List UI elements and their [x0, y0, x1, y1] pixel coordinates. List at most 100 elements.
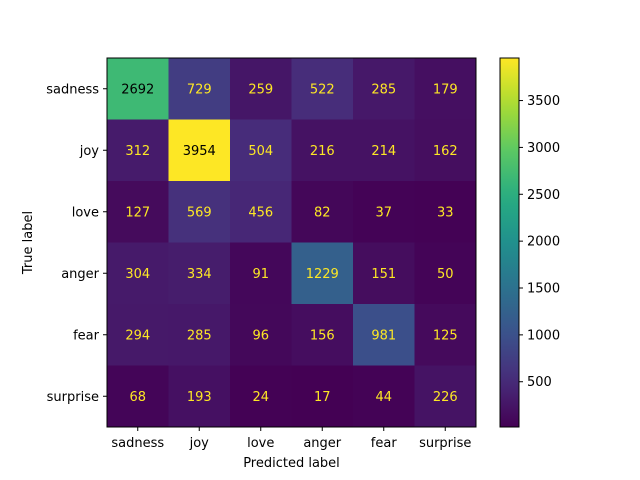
matrix-cell: [414, 181, 477, 243]
cell-value-label: 522: [310, 82, 335, 97]
cell-value-label: 456: [248, 205, 273, 220]
matrix-cell: [353, 119, 415, 182]
colorbar-tick-label: 2000: [527, 235, 560, 250]
matrix-cell: [230, 58, 292, 120]
colorbar-tick-label: 1500: [527, 282, 560, 297]
cell-value-label: 179: [433, 82, 458, 97]
y-tick-label: sadness: [46, 82, 99, 97]
cell-value-label: 33: [437, 205, 454, 220]
cell-value-label: 17: [314, 390, 331, 405]
cell-value-label: 37: [375, 205, 392, 220]
matrix-cell: [291, 58, 354, 120]
cell-value-label: 729: [187, 82, 212, 97]
cell-value-label: 50: [437, 267, 454, 282]
cell-value-label: 127: [125, 205, 150, 220]
cell-value-label: 91: [252, 267, 269, 282]
x-tick-label: fear: [371, 436, 398, 451]
matrix-cell: [414, 119, 477, 182]
cell-value-label: 259: [248, 82, 273, 97]
matrix-cell: [353, 181, 415, 243]
matrix-cell: [414, 365, 477, 428]
matrix-cell-labels: 2692 729 259 522 285 179 312 3954 504 216 214 162 12…: [121, 82, 457, 405]
plot-frame: [106, 57, 477, 428]
matrix-cell: [353, 304, 415, 366]
x-tick-label: love: [247, 436, 274, 451]
y-axis-ticks: sadness joy love anger fear surprise: [46, 82, 107, 405]
matrix-cells: [107, 58, 477, 428]
matrix-cell: [168, 119, 231, 182]
colorbar-tick-label: 1000: [527, 328, 560, 343]
cell-value-label: 214: [371, 144, 396, 159]
cell-value-label: 162: [433, 144, 458, 159]
matrix-cell: [353, 365, 415, 428]
colorbar-tick-label: 2500: [527, 188, 560, 203]
cell-value-label: 1229: [306, 267, 339, 282]
matrix-cell: [230, 119, 292, 182]
cell-value-label: 3954: [183, 144, 216, 159]
matrix-cell: [107, 304, 169, 366]
cell-value-label: 285: [371, 82, 396, 97]
matrix-cell: [168, 242, 231, 305]
cell-value-label: 569: [187, 205, 212, 220]
matrix-cell: [353, 242, 415, 305]
cell-value-label: 156: [310, 328, 335, 343]
y-tick-label: anger: [61, 267, 99, 282]
matrix-cell: [291, 304, 354, 366]
cell-value-label: 294: [125, 328, 150, 343]
cell-value-label: 2692: [121, 82, 154, 97]
y-tick-label: joy: [79, 144, 100, 159]
x-tick-label: surprise: [419, 436, 471, 451]
cell-value-label: 504: [248, 144, 273, 159]
colorbar-ticks: 500 1000 1500 2000 2500 3000 3500: [519, 94, 560, 390]
cell-value-label: 334: [187, 267, 212, 282]
cell-value-label: 96: [252, 328, 269, 343]
matrix-cell: [414, 242, 477, 305]
matrix-cell: [107, 119, 169, 182]
colorbar-tick-label: 3000: [527, 141, 560, 156]
matrix-cell: [230, 304, 292, 366]
matrix-cell: [107, 181, 169, 243]
cell-value-label: 68: [129, 390, 146, 405]
colorbar: [499, 57, 520, 428]
matrix-cell: [414, 58, 477, 120]
matrix-cell: [353, 58, 415, 120]
matrix-cell: [291, 119, 354, 182]
y-tick-label: fear: [73, 328, 100, 343]
y-tick-label: love: [72, 205, 99, 220]
matrix-cell: [168, 58, 231, 120]
matrix-cell: [230, 365, 292, 428]
cell-value-label: 82: [314, 205, 331, 220]
x-tick-label: sadness: [111, 436, 164, 451]
y-axis-label: True label: [21, 211, 36, 275]
cell-value-label: 151: [371, 267, 396, 282]
cell-value-label: 312: [125, 144, 150, 159]
colorbar-tick-label: 3500: [527, 94, 560, 109]
x-tick-label: anger: [303, 436, 341, 451]
matrix-cell: [414, 304, 477, 366]
cell-value-label: 981: [371, 328, 396, 343]
cell-value-label: 193: [187, 390, 212, 405]
cell-value-label: 285: [187, 328, 212, 343]
x-axis-ticks: sadness joy love anger fear surprise: [111, 427, 471, 451]
cell-value-label: 226: [433, 390, 458, 405]
matrix-cell: [230, 181, 292, 243]
matrix-cell: [107, 58, 169, 120]
cell-value-label: 125: [433, 328, 458, 343]
matrix-cell: [107, 365, 169, 428]
x-tick-label: joy: [189, 436, 210, 451]
matrix-cell: [291, 365, 354, 428]
y-tick-label: surprise: [47, 390, 99, 405]
matrix-cell: [291, 242, 354, 305]
cell-value-label: 24: [252, 390, 269, 405]
matrix-cell: [107, 242, 169, 305]
matrix-cell: [230, 242, 292, 305]
cell-value-label: 44: [375, 390, 392, 405]
matrix-cell: [168, 181, 231, 243]
colorbar-tick-label: 500: [527, 375, 552, 390]
cell-value-label: 216: [310, 144, 335, 159]
cell-value-label: 304: [125, 267, 150, 282]
matrix-cell: [291, 181, 354, 243]
matrix-cell: [168, 365, 231, 428]
x-axis-label: Predicted label: [243, 456, 340, 471]
